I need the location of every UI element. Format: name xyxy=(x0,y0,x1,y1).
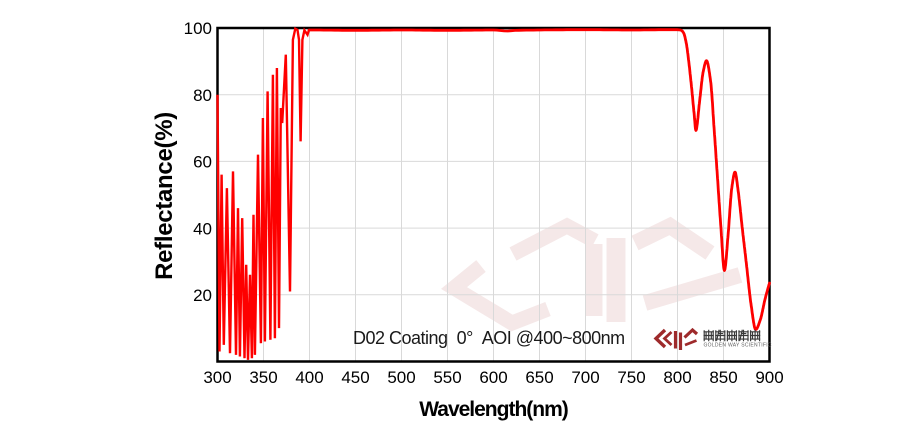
svg-text:20: 20 xyxy=(193,286,212,305)
svg-text:GOLDEN WAY SCIENTIFIC: GOLDEN WAY SCIENTIFIC xyxy=(704,343,772,349)
svg-text:40: 40 xyxy=(193,219,212,238)
svg-text:300: 300 xyxy=(203,368,231,387)
svg-text:600: 600 xyxy=(479,368,507,387)
svg-text:750: 750 xyxy=(617,368,645,387)
svg-text:800: 800 xyxy=(663,368,691,387)
svg-text:500: 500 xyxy=(387,368,415,387)
svg-text:350: 350 xyxy=(249,368,277,387)
svg-text:700: 700 xyxy=(571,368,599,387)
svg-text:100: 100 xyxy=(184,19,212,38)
svg-text:650: 650 xyxy=(525,368,553,387)
svg-text:550: 550 xyxy=(433,368,461,387)
svg-text:Wavelength(nm): Wavelength(nm) xyxy=(419,398,568,421)
svg-text:450: 450 xyxy=(341,368,369,387)
svg-text:60: 60 xyxy=(193,153,212,172)
svg-text:900: 900 xyxy=(755,368,783,387)
svg-text:400: 400 xyxy=(295,368,323,387)
svg-text:80: 80 xyxy=(193,86,212,105)
svg-text:850: 850 xyxy=(709,368,737,387)
svg-text:Reflectance(%): Reflectance(%) xyxy=(151,112,178,280)
svg-text:D02 Coating 0° AOI @400~800n: D02 Coating 0° AOI @400~800nm xyxy=(353,328,625,348)
